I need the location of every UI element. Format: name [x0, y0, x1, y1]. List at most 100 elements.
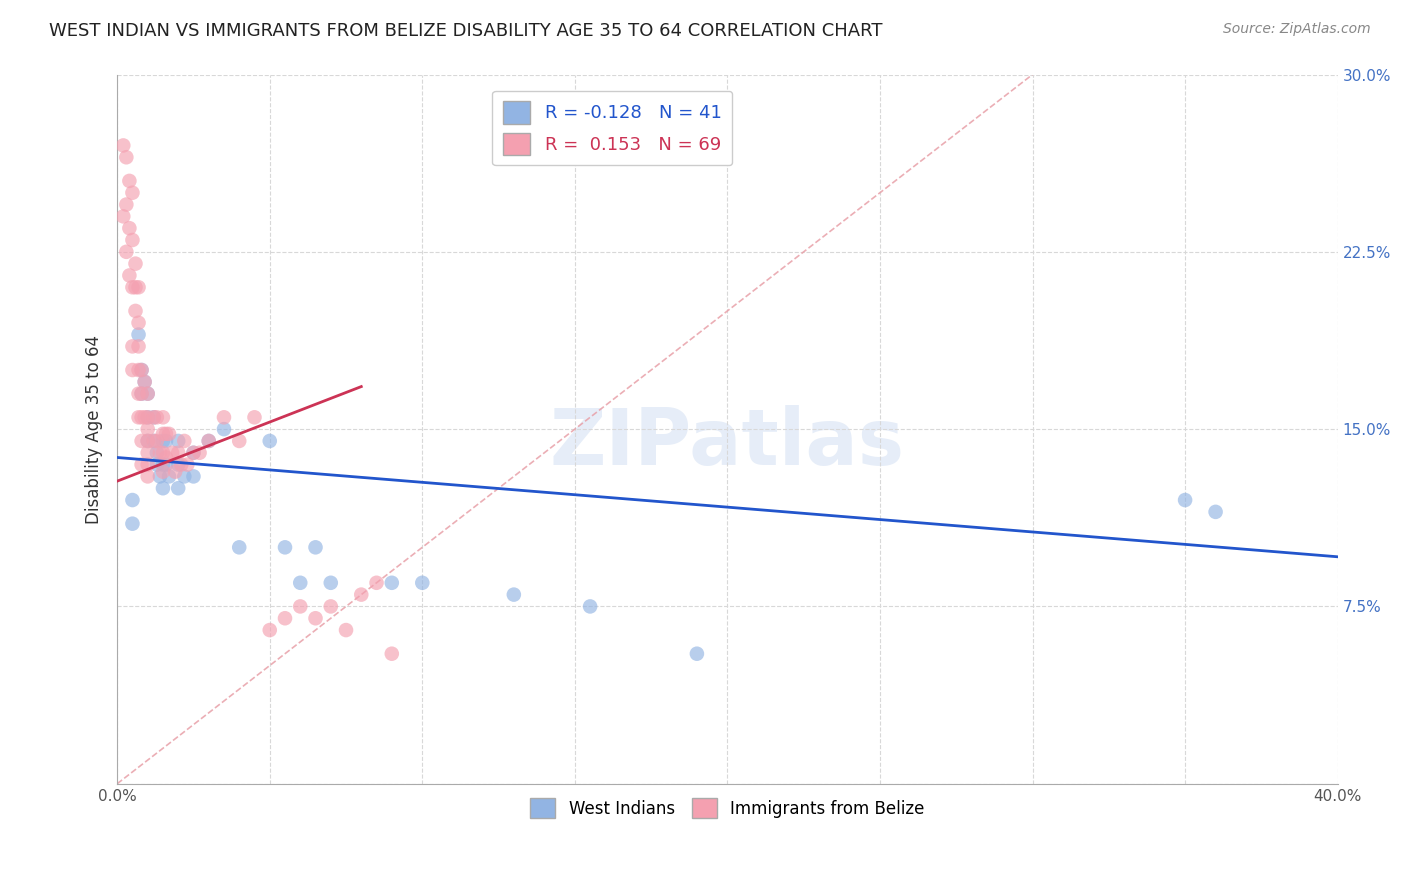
Text: WEST INDIAN VS IMMIGRANTS FROM BELIZE DISABILITY AGE 35 TO 64 CORRELATION CHART: WEST INDIAN VS IMMIGRANTS FROM BELIZE DI… [49, 22, 883, 40]
Point [1174, 493, 1197, 508]
Point [167, 434, 190, 448]
Point [131, 410, 153, 425]
Point [152, 481, 174, 495]
Point [146, 458, 169, 472]
Point [136, 386, 159, 401]
Point [149, 446, 172, 460]
Point [118, 221, 141, 235]
Point [155, 458, 177, 472]
Point [152, 446, 174, 460]
Point [134, 375, 156, 389]
Point [259, 623, 281, 637]
Point [124, 304, 146, 318]
Point [121, 186, 143, 200]
Text: Source: ZipAtlas.com: Source: ZipAtlas.com [1223, 22, 1371, 37]
Point [121, 516, 143, 531]
Point [121, 493, 143, 508]
Point [152, 426, 174, 441]
Point [131, 363, 153, 377]
Point [128, 327, 150, 342]
Point [142, 410, 165, 425]
Point [131, 386, 153, 401]
Point [381, 575, 404, 590]
Point [197, 434, 219, 448]
Point [259, 434, 281, 448]
Point [157, 426, 180, 441]
Point [155, 450, 177, 465]
Point [112, 210, 135, 224]
Point [131, 458, 153, 472]
Point [167, 446, 190, 460]
Point [155, 434, 177, 448]
Point [136, 410, 159, 425]
Point [579, 599, 602, 614]
Point [128, 280, 150, 294]
Point [136, 458, 159, 472]
Point [136, 434, 159, 448]
Point [115, 244, 138, 259]
Point [157, 469, 180, 483]
Point [350, 588, 373, 602]
Point [115, 197, 138, 211]
Point [176, 458, 198, 472]
Point [134, 375, 156, 389]
Point [197, 434, 219, 448]
Point [124, 257, 146, 271]
Point [274, 541, 297, 555]
Point [228, 541, 250, 555]
Point [170, 458, 193, 472]
Point [212, 422, 235, 436]
Point [128, 410, 150, 425]
Point [131, 434, 153, 448]
Point [290, 575, 312, 590]
Point [121, 280, 143, 294]
Point [173, 469, 195, 483]
Point [118, 268, 141, 283]
Point [118, 174, 141, 188]
Point [152, 434, 174, 448]
Point [228, 434, 250, 448]
Point [121, 339, 143, 353]
Point [142, 410, 165, 425]
Point [121, 233, 143, 247]
Point [686, 647, 709, 661]
Point [319, 575, 342, 590]
Point [167, 458, 190, 472]
Point [155, 426, 177, 441]
Point [212, 410, 235, 425]
Point [243, 410, 266, 425]
Point [152, 410, 174, 425]
Point [304, 541, 326, 555]
Point [131, 363, 153, 377]
Legend: West Indians, Immigrants from Belize: West Indians, Immigrants from Belize [524, 791, 931, 825]
Point [136, 422, 159, 436]
Point [136, 469, 159, 483]
Point [183, 446, 205, 460]
Point [167, 481, 190, 495]
Point [142, 434, 165, 448]
Point [335, 623, 357, 637]
Point [290, 599, 312, 614]
Point [112, 138, 135, 153]
Text: ZIPatlas: ZIPatlas [550, 405, 905, 482]
Point [188, 446, 211, 460]
Point [134, 410, 156, 425]
Point [136, 386, 159, 401]
Point [183, 446, 205, 460]
Point [128, 339, 150, 353]
Point [131, 386, 153, 401]
Point [381, 647, 404, 661]
Point [274, 611, 297, 625]
Y-axis label: Disability Age 35 to 64: Disability Age 35 to 64 [86, 334, 103, 524]
Point [152, 458, 174, 472]
Point [136, 434, 159, 448]
Point [173, 434, 195, 448]
Point [160, 446, 183, 460]
Point [128, 363, 150, 377]
Point [136, 410, 159, 425]
Point [128, 386, 150, 401]
Point [149, 469, 172, 483]
Point [411, 575, 433, 590]
Point [146, 410, 169, 425]
Point [124, 280, 146, 294]
